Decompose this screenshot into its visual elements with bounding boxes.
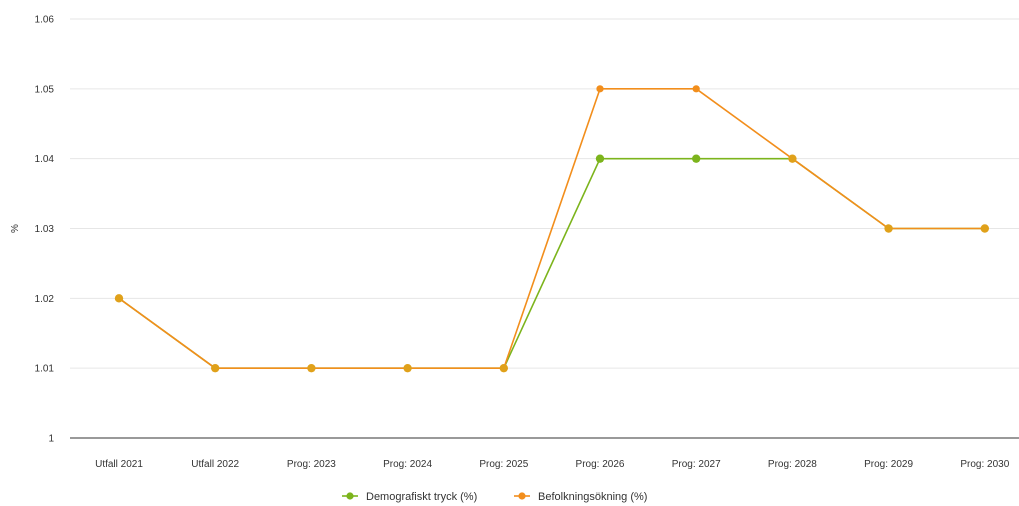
y-tick-label: 1.03 — [35, 224, 55, 235]
data-point[interactable] — [596, 85, 604, 93]
legend-marker — [518, 492, 526, 500]
y-axis-title: % — [10, 224, 21, 233]
x-tick-label: Utfall 2022 — [191, 459, 239, 470]
data-point[interactable] — [404, 364, 412, 372]
legend-item-2[interactable]: Befolkningsökning (%) — [514, 491, 647, 503]
data-point[interactable] — [692, 154, 701, 163]
y-tick-label: 1.01 — [35, 364, 55, 375]
x-tick-label: Prog: 2028 — [768, 459, 817, 470]
legend: Demografiskt tryck (%) Befolkningsökning … — [342, 491, 647, 503]
x-tick-label: Utfall 2021 — [95, 459, 143, 470]
y-tick-label: 1.06 — [35, 15, 55, 26]
legend-marker — [346, 492, 354, 500]
axes: 1 1.01 1.02 1.03 1.04 1.05 1.06 Utfall 2021 Utfa… — [10, 15, 1019, 470]
y-tick-label: 1.02 — [35, 294, 55, 305]
y-tick-label: 1.04 — [35, 154, 55, 165]
x-tick-label: Prog: 2026 — [576, 459, 625, 470]
data-point[interactable] — [211, 364, 219, 372]
x-tick-label: Prog: 2030 — [960, 459, 1009, 470]
data-point[interactable] — [595, 154, 605, 163]
x-tick-label: Prog: 2025 — [479, 459, 528, 470]
data-point[interactable] — [981, 224, 989, 233]
legend-label: Demografiskt tryck (%) — [366, 491, 477, 503]
data-point[interactable] — [788, 155, 797, 163]
data-point[interactable] — [692, 85, 700, 93]
x-tick-label: Prog: 2027 — [672, 459, 721, 470]
data-point[interactable] — [307, 364, 315, 372]
series-line-1 — [118, 157, 985, 369]
x-tick-label: Prog: 2029 — [864, 459, 913, 470]
series-line-2 — [118, 88, 985, 369]
y-tick-label: 1.05 — [35, 84, 55, 95]
data-point[interactable] — [500, 364, 508, 372]
data-point[interactable] — [885, 224, 893, 233]
y-tick-label: 1 — [48, 434, 54, 445]
x-tick-label: Prog: 2024 — [383, 459, 432, 470]
legend-label: Befolkningsökning (%) — [538, 491, 647, 503]
gridlines — [70, 18, 1019, 369]
data-point[interactable] — [115, 294, 123, 302]
legend-item-1[interactable]: Demografiskt tryck (%) — [342, 491, 477, 503]
series — [114, 85, 989, 373]
x-tick-label: Prog: 2023 — [287, 459, 336, 470]
